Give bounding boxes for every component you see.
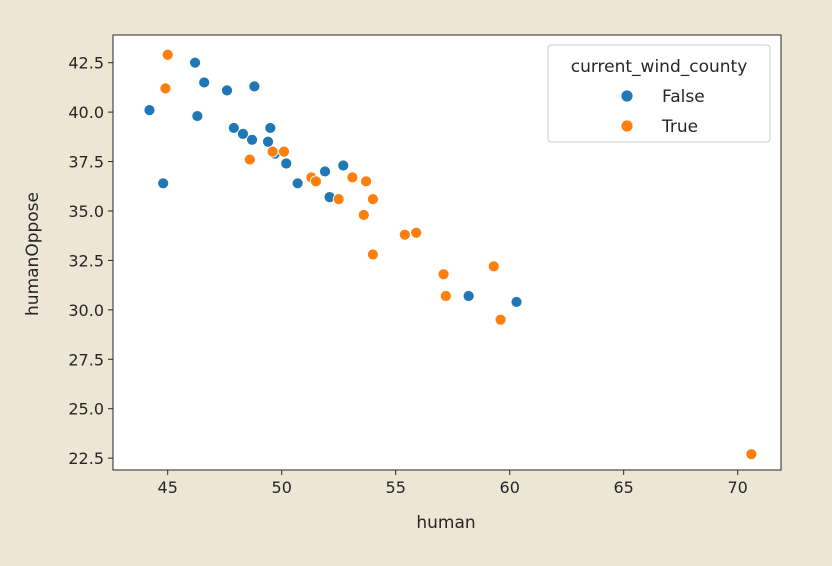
data-point-true: [367, 193, 379, 206]
x-tick-label: 60: [500, 478, 520, 497]
data-point-true: [745, 448, 758, 461]
legend-marker-false: [620, 89, 634, 103]
data-point-false: [280, 157, 293, 170]
y-tick-label: 25.0: [68, 400, 104, 419]
data-point-false: [189, 56, 201, 69]
y-tick-label: 35.0: [68, 202, 104, 221]
y-tick-label: 32.5: [68, 251, 104, 270]
y-tick-label: 22.5: [68, 449, 104, 468]
data-point-false: [337, 159, 350, 172]
data-point-true: [360, 175, 372, 188]
data-point-true: [278, 145, 290, 158]
y-axis-label: humanOppose: [23, 192, 43, 316]
data-point-true: [437, 268, 450, 281]
data-point-true: [494, 313, 507, 326]
data-point-false: [248, 80, 261, 93]
data-point-true: [159, 82, 172, 95]
data-point-true: [398, 228, 411, 241]
y-tick-label: 40.0: [68, 103, 104, 122]
data-point-true: [243, 153, 256, 166]
data-point-true: [367, 248, 379, 261]
plot-frame: [112, 34, 782, 471]
y-tick-label: 30.0: [68, 301, 104, 320]
data-point-false: [510, 296, 523, 308]
legend-title: current_wind_county: [571, 57, 748, 77]
data-point-false: [143, 104, 156, 117]
x-tick-label: 55: [386, 478, 406, 497]
x-tick-label: 45: [158, 478, 178, 497]
data-point-false: [191, 110, 204, 122]
legend-entries: False True: [620, 87, 705, 137]
data-point-false: [291, 177, 304, 190]
data-point-true: [310, 175, 322, 188]
data-point-true: [161, 48, 174, 61]
ticks-layer: 45 50 55 60 65 70 22.5 25.0 27.5 30.0 32.5 35.0 37.5…: [68, 54, 747, 497]
legend-box: [547, 44, 771, 143]
legend: current_wind_county False True: [547, 44, 771, 143]
data-point-false: [319, 165, 331, 178]
data-point-false: [262, 135, 274, 148]
data-point-true: [357, 209, 370, 221]
legend-marker-true: [620, 119, 634, 133]
data-point-false: [246, 133, 258, 146]
data-point-true: [332, 193, 345, 206]
data-point-true: [439, 290, 452, 302]
data-point-false: [227, 122, 240, 134]
legend-label-true: True: [661, 117, 698, 137]
x-tick-label: 70: [728, 478, 748, 497]
data-point-false: [237, 127, 249, 140]
x-axis-label: human: [416, 513, 475, 533]
legend-label-false: False: [662, 87, 705, 107]
x-tick-label: 50: [272, 478, 292, 497]
points-layer: [143, 48, 758, 461]
data-point-true: [410, 226, 423, 239]
data-point-true: [346, 171, 359, 184]
data-point-false: [198, 76, 211, 89]
data-point-false: [157, 177, 170, 190]
data-point-false: [462, 290, 475, 302]
x-tick-label: 65: [614, 478, 634, 497]
data-point-true: [266, 145, 279, 158]
data-point-false: [264, 122, 277, 134]
y-tick-label: 37.5: [68, 153, 104, 172]
y-tick-label: 27.5: [68, 350, 104, 369]
data-point-false: [221, 84, 233, 97]
data-point-true: [487, 260, 500, 273]
y-tick-label: 42.5: [68, 54, 104, 73]
